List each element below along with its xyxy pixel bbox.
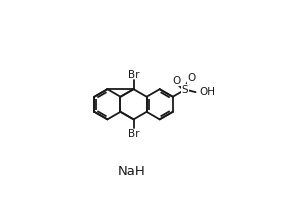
- Text: NaH: NaH: [118, 165, 146, 178]
- Text: Br: Br: [128, 129, 139, 139]
- Text: OH: OH: [200, 87, 216, 97]
- Text: S: S: [182, 85, 188, 95]
- Text: O: O: [187, 73, 196, 83]
- Text: O: O: [172, 75, 180, 85]
- Text: Br: Br: [128, 69, 139, 79]
